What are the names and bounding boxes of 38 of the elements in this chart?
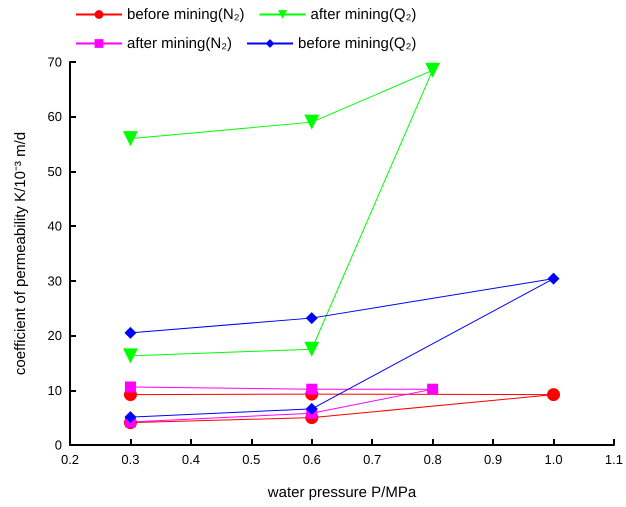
x-axis-title: water pressure P/MPa [266,484,417,501]
legend-label: before mining(N₂) [127,6,245,23]
y-tick-label: 0 [54,438,62,452]
point [306,384,318,395]
y-tick-label: 50 [48,164,62,179]
point [547,388,560,402]
y-tick-label: 20 [48,328,62,344]
point [427,384,438,395]
x-tick-label: 0.9 [484,452,502,467]
x-tick-label: 1.0 [544,452,563,467]
legend-label: before mining(Q₂) [298,35,416,52]
point [124,382,136,393]
y-axis-title: coefficient of permeability K/10⁻³ m/d [12,132,29,376]
y-tick-label: 10 [48,382,62,398]
point [306,312,318,324]
x-tick-label: 1.1 [604,452,624,467]
point [124,326,136,339]
x-tick-label: 0.5 [242,452,260,467]
point [548,272,560,285]
legend-label: after mining(N₂) [127,35,232,52]
x-tick-label: 0.3 [121,452,140,467]
y-tick-label: 30 [48,273,62,288]
point [425,62,440,78]
point [124,411,136,424]
point [122,131,138,146]
y-tick-label: 70 [48,54,62,70]
legend-label: after mining(Q₂) [310,6,416,23]
y-tick-label: 40 [48,218,62,234]
x-tick-label: 0.4 [182,452,200,467]
point [122,348,138,364]
x-tick-label: 0.6 [302,452,321,467]
point [304,114,320,130]
x-tick-label: 0.8 [424,452,442,467]
y-tick-label: 60 [48,109,62,124]
point [304,342,320,357]
x-tick-label: 0.2 [60,452,80,467]
x-tick-label: 0.7 [363,452,382,467]
point [306,402,318,415]
